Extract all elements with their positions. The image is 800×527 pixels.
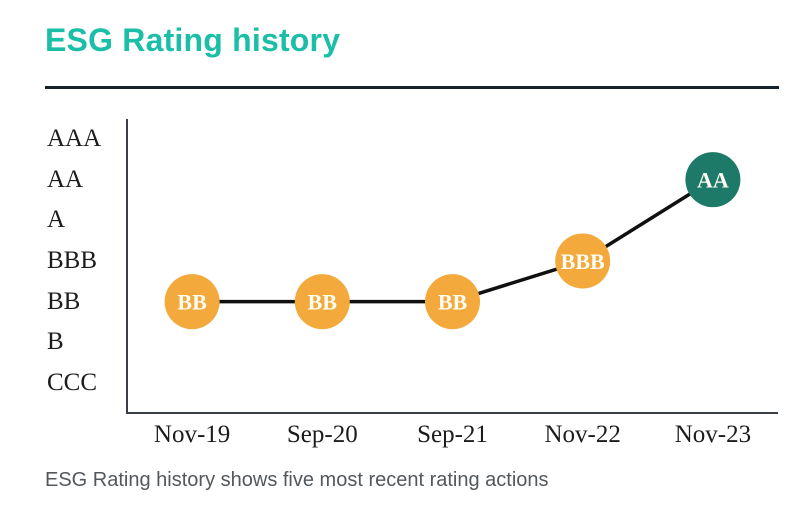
page-title: ESG Rating history — [45, 22, 341, 58]
rating-history-chart: BB BB BB BBB AA AAA AA A BBB BB B CCC Nov-19 Sep-20… — [0, 110, 800, 460]
x-axis-label-nov-19: Nov-19 — [153, 421, 231, 448]
rating-point-sep-21 — [425, 274, 480, 330]
chart-caption: ESG Rating history shows five most recen… — [45, 469, 549, 491]
y-axis-label-aa: AA — [47, 165, 84, 193]
rating-point-label: BB — [308, 290, 338, 315]
y-axis-label-b: B — [47, 328, 64, 356]
x-axis-label-nov-22: Nov-22 — [544, 421, 621, 448]
rating-point-label: BB — [438, 290, 468, 315]
rating-point-nov-19 — [164, 274, 220, 330]
rating-point-nov-22 — [555, 233, 611, 289]
x-axis-label-nov-23: Nov-23 — [674, 421, 752, 448]
y-axis-label-bb: BB — [47, 287, 81, 315]
rating-point-label: BB — [177, 290, 207, 315]
rating-point-sep-20 — [294, 274, 350, 330]
y-axis-label-aaa: AAA — [47, 125, 102, 152]
x-axis-label-sep-20: Sep-20 — [286, 421, 358, 448]
title-divider — [45, 86, 779, 89]
rating-point-nov-23 — [685, 152, 741, 208]
x-axis-label-sep-21: Sep-21 — [417, 421, 488, 448]
y-axis-label-a: A — [47, 206, 66, 234]
y-axis-label-bbb: BBB — [47, 247, 98, 274]
y-axis-label-ccc: CCC — [47, 369, 98, 396]
chart-axes — [126, 119, 778, 414]
rating-point-label: BBB — [561, 249, 605, 274]
rating-point-label: AA — [697, 168, 729, 193]
